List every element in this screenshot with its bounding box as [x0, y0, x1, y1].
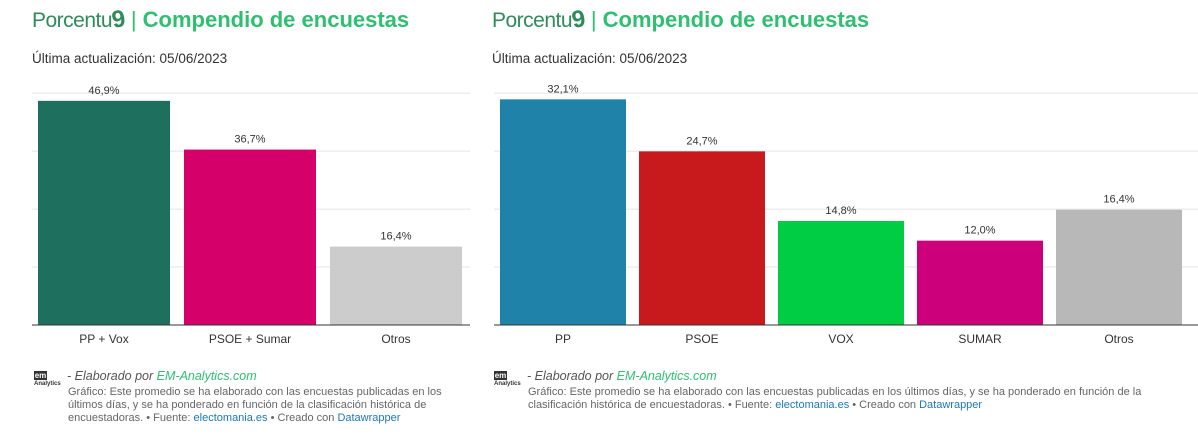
datawrapper-link[interactable]: Datawrapper	[337, 412, 401, 424]
bar	[778, 220, 904, 325]
category-label: VOX	[828, 332, 853, 346]
bar	[184, 149, 316, 325]
category-label: PP + Vox	[79, 332, 128, 346]
chart-panel-left: Porcentu9 | Compendio de encuestas Últim…	[0, 0, 470, 436]
source-link[interactable]: electomania.es	[193, 412, 268, 424]
bar	[500, 99, 626, 325]
data-label: 24,7%	[686, 135, 717, 147]
bar-chart: 46,9% PP + Vox 36,7% PSOE + Sumar 16,4% Otros	[32, 85, 470, 346]
chart-header: Porcentu9 | Compendio de encuestas	[32, 5, 410, 34]
chart-title: Compendio de encuestas	[142, 7, 410, 32]
data-label: 14,8%	[825, 205, 856, 217]
bar	[917, 240, 1043, 325]
credit-line: em Analytics - Elaborado por EM-Analytics…	[34, 368, 257, 387]
chart-footer: em Analytics - Elaborado por EM-Analytics…	[494, 368, 1194, 412]
bar	[330, 246, 462, 325]
em-analytics-link[interactable]: EM-Analytics.com	[616, 368, 717, 383]
credit-line: em Analytics - Elaborado por EM-Analytics…	[494, 368, 717, 387]
em-analytics-logo: em Analytics	[494, 371, 521, 387]
category-label: PP	[555, 332, 571, 346]
last-updated: Última actualización: 05/06/2023	[492, 51, 688, 66]
bar	[1056, 209, 1182, 325]
data-label: 12,0%	[964, 225, 995, 237]
category-label: PSOE + Sumar	[209, 332, 291, 346]
data-label: 46,9%	[88, 85, 119, 97]
category-label: SUMAR	[958, 332, 1002, 346]
bar	[38, 100, 170, 326]
datawrapper-link[interactable]: Datawrapper	[919, 399, 983, 411]
chart-panel-right: Porcentu9 | Compendio de encuestas Últim…	[490, 0, 1198, 436]
data-label: 16,4%	[380, 231, 411, 243]
bar-chart: 32,1% PP 24,7% PSOE 14,8% VOX 12,0% SUMAR 16,4% O…	[494, 83, 1198, 346]
source-link[interactable]: electomania.es	[775, 399, 850, 411]
chart-header: Porcentu9 | Compendio de encuestas	[492, 5, 870, 34]
last-updated: Última actualización: 05/06/2023	[32, 51, 228, 66]
header-separator: |	[590, 7, 597, 32]
category-label: Otros	[381, 332, 410, 346]
data-label: 36,7%	[234, 134, 265, 146]
data-label: 16,4%	[1103, 194, 1134, 206]
chart-title: Compendio de encuestas	[602, 7, 870, 32]
bar	[639, 151, 765, 325]
em-analytics-link[interactable]: EM-Analytics.com	[156, 368, 257, 383]
em-analytics-logo: em Analytics	[34, 371, 61, 387]
footnote: Gráfico: Este promedio se ha elaborado c…	[68, 386, 442, 424]
porcentu-logo: Porcentu9	[492, 5, 588, 34]
category-label: PSOE	[685, 332, 718, 346]
header-separator: |	[130, 7, 137, 32]
chart-footer: em Analytics - Elaborado por EM-Analytics…	[34, 368, 474, 425]
footnote: Gráfico: Este promedio se ha elaborado c…	[528, 386, 1142, 411]
data-label: 32,1%	[547, 83, 578, 95]
porcentu-logo: Porcentu9	[32, 5, 128, 34]
category-label: Otros	[1104, 332, 1133, 346]
